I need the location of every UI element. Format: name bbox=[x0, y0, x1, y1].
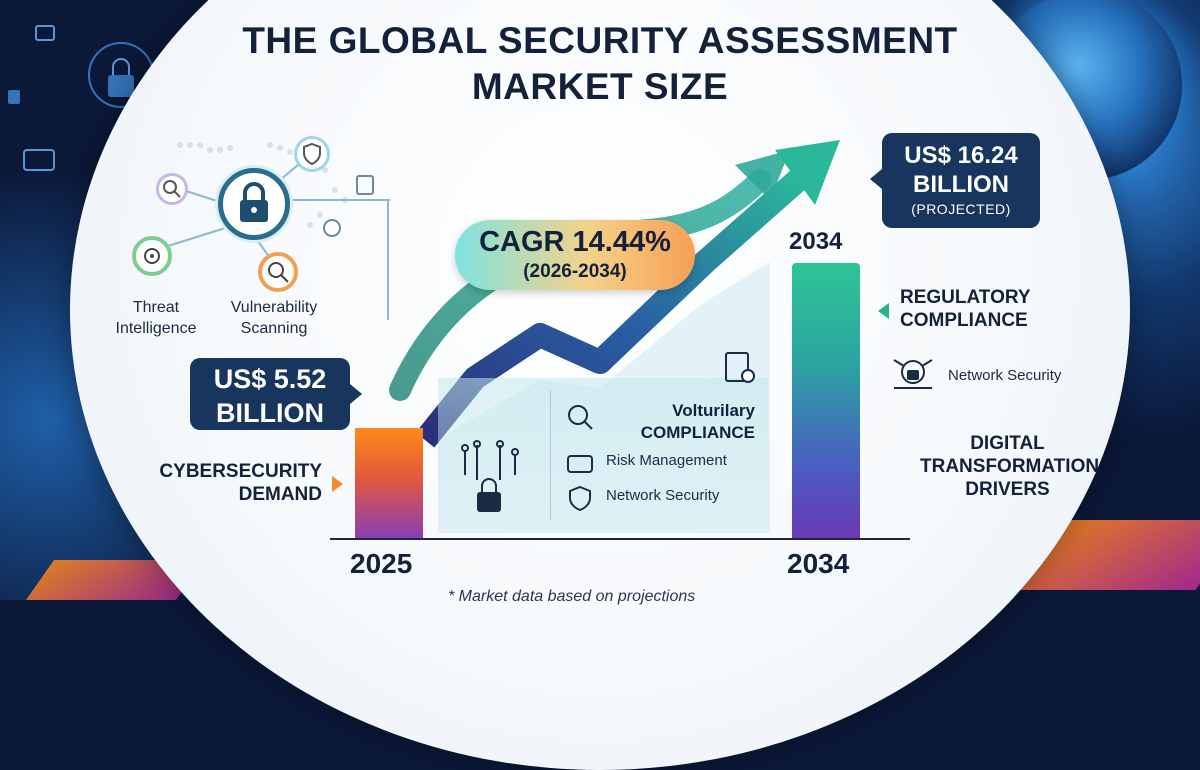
vulnerability-label-line-2: Scanning bbox=[240, 320, 308, 337]
digital-line-2: TRANSFORMATION bbox=[920, 456, 1100, 477]
lock-icon bbox=[240, 182, 268, 222]
network-security-icon bbox=[893, 359, 933, 389]
x-label-2034: 2034 bbox=[787, 548, 850, 579]
vulnerability-label-line-1: Vulnerability bbox=[230, 299, 318, 316]
central-lock-node bbox=[218, 168, 290, 240]
title-line-1: THE GLOBAL SECURITY ASSESSMENT bbox=[242, 20, 958, 61]
digital-line-1: DIGITAL bbox=[970, 433, 1045, 454]
value-2034-note: (PROJECTED) bbox=[911, 201, 1011, 217]
cybersecurity-line-2: DEMAND bbox=[238, 484, 322, 505]
chart-baseline bbox=[330, 538, 910, 540]
value-2025-box: US$ 5.52 BILLION bbox=[190, 358, 362, 430]
risk-management-label: Risk Management bbox=[606, 452, 727, 469]
risk-management-icon bbox=[567, 455, 593, 473]
threat-intelligence-icon bbox=[132, 236, 172, 276]
panel-divider bbox=[550, 390, 551, 520]
pointer-arrow-icon bbox=[332, 476, 343, 492]
voluntary-compliance-label: Volturilary COMPLIANCE bbox=[590, 400, 755, 444]
vulnerability-scanning-icon bbox=[258, 252, 298, 292]
checklist-icon bbox=[725, 352, 755, 383]
back-arrowhead bbox=[735, 150, 790, 200]
x-label-2025: 2025 bbox=[350, 548, 413, 579]
cybersecurity-demand-label: CYBERSECURITY DEMAND bbox=[152, 460, 322, 506]
settings-lock-icon bbox=[323, 219, 341, 237]
bar-2025 bbox=[355, 428, 423, 538]
cagr-badge: CAGR 14.44% (2026-2034) bbox=[455, 220, 695, 290]
cybersecurity-line-1: CYBERSECURITY bbox=[159, 461, 322, 482]
bar-label-2034: 2034 bbox=[789, 228, 843, 255]
regulatory-line-1: REGULATORY bbox=[900, 287, 1031, 308]
value-2025-amount: US$ 5.52 bbox=[213, 364, 327, 394]
regulatory-compliance-label: REGULATORY COMPLIANCE bbox=[900, 286, 1031, 332]
vulnerability-scanning-label: Vulnerability Scanning bbox=[216, 297, 332, 339]
cagr-period: (2026-2034) bbox=[523, 261, 627, 282]
threat-label-line-2: Intelligence bbox=[115, 320, 197, 337]
main-arrowhead bbox=[775, 140, 840, 205]
pointer-arrow-icon bbox=[878, 303, 889, 319]
digital-transformation-label: DIGITAL TRANSFORMATION DRIVERS bbox=[920, 432, 1100, 501]
network-security-shield-icon bbox=[569, 485, 591, 512]
threat-intelligence-label: Threat Intelligence bbox=[106, 297, 206, 339]
threat-label-line-1: Threat bbox=[132, 299, 180, 316]
page-title: THE GLOBAL SECURITY ASSESSMENT MARKET SI… bbox=[190, 18, 1010, 110]
cagr-rate: CAGR 14.44% bbox=[479, 226, 671, 258]
circuit-lock-icon bbox=[461, 440, 519, 512]
document-icon bbox=[356, 175, 374, 195]
voluntary-line-2: COMPLIANCE bbox=[640, 423, 755, 442]
title-line-2: MARKET SIZE bbox=[471, 66, 729, 107]
value-2025-unit: BILLION bbox=[216, 398, 324, 428]
voluntary-line-1: Volturilary bbox=[672, 401, 755, 420]
value-2034-amount: US$ 16.24 bbox=[904, 142, 1018, 169]
value-2034-unit: BILLION bbox=[913, 171, 1009, 198]
footnote: * Market data based on projections bbox=[448, 588, 696, 605]
threat-search-icon bbox=[156, 173, 188, 205]
digital-line-3: DRIVERS bbox=[965, 479, 1050, 500]
shield-lock-icon bbox=[294, 136, 330, 172]
value-2034-box: US$ 16.24 BILLION (PROJECTED) bbox=[870, 133, 1040, 228]
network-security-driver-label: Network Security bbox=[948, 367, 1062, 384]
compliance-search-icon bbox=[568, 405, 593, 430]
bar-2034 bbox=[792, 263, 860, 538]
network-security-label: Network Security bbox=[606, 487, 720, 504]
regulatory-line-2: COMPLIANCE bbox=[900, 310, 1028, 331]
